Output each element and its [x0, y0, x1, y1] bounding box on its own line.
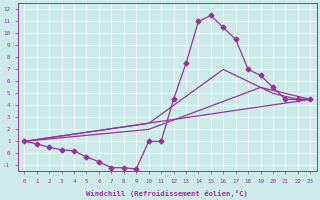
- X-axis label: Windchill (Refroidissement éolien,°C): Windchill (Refroidissement éolien,°C): [86, 190, 248, 197]
